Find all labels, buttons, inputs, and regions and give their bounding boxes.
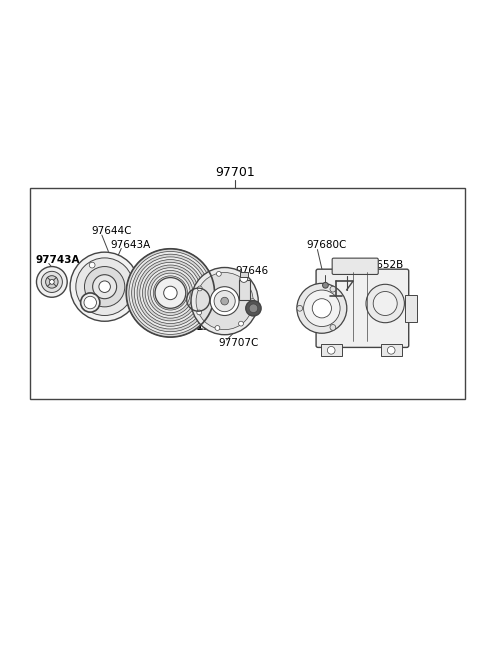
Circle shape bbox=[214, 291, 235, 312]
Circle shape bbox=[250, 300, 255, 305]
Circle shape bbox=[148, 271, 193, 316]
Circle shape bbox=[84, 267, 125, 307]
Circle shape bbox=[143, 265, 198, 321]
Circle shape bbox=[127, 284, 132, 290]
Circle shape bbox=[145, 268, 196, 318]
Text: 97707C: 97707C bbox=[218, 338, 258, 348]
Circle shape bbox=[250, 299, 255, 303]
FancyBboxPatch shape bbox=[316, 269, 408, 347]
Circle shape bbox=[137, 259, 204, 326]
Bar bbox=[405, 295, 418, 322]
Circle shape bbox=[151, 273, 190, 312]
Circle shape bbox=[164, 286, 177, 299]
Circle shape bbox=[297, 305, 302, 311]
Circle shape bbox=[197, 286, 202, 291]
Circle shape bbox=[89, 305, 95, 311]
Circle shape bbox=[41, 271, 62, 293]
Circle shape bbox=[132, 254, 209, 331]
FancyBboxPatch shape bbox=[332, 258, 378, 274]
Circle shape bbox=[216, 271, 221, 276]
Circle shape bbox=[210, 287, 239, 316]
Circle shape bbox=[303, 290, 340, 327]
Circle shape bbox=[323, 282, 328, 288]
Circle shape bbox=[249, 304, 258, 312]
Bar bbox=[240, 272, 248, 276]
Text: 97711D: 97711D bbox=[167, 322, 212, 331]
Circle shape bbox=[129, 252, 212, 335]
Circle shape bbox=[84, 296, 96, 309]
Circle shape bbox=[297, 284, 347, 333]
Bar bbox=[321, 344, 342, 356]
Text: 97644C: 97644C bbox=[91, 227, 132, 236]
Circle shape bbox=[221, 297, 228, 305]
Circle shape bbox=[240, 274, 248, 282]
Circle shape bbox=[215, 326, 220, 330]
Circle shape bbox=[327, 346, 335, 354]
Circle shape bbox=[366, 284, 404, 323]
Text: 97646: 97646 bbox=[235, 266, 268, 276]
Text: 97646C: 97646C bbox=[74, 290, 115, 300]
Circle shape bbox=[191, 267, 258, 335]
Circle shape bbox=[140, 262, 201, 324]
Text: 97643E: 97643E bbox=[149, 255, 189, 265]
Text: 97643A: 97643A bbox=[110, 240, 151, 250]
Bar bbox=[381, 344, 402, 356]
Bar bbox=[239, 280, 250, 299]
Circle shape bbox=[36, 267, 67, 297]
Circle shape bbox=[156, 278, 185, 307]
Circle shape bbox=[76, 258, 133, 316]
Circle shape bbox=[49, 280, 54, 284]
Circle shape bbox=[312, 299, 332, 318]
Circle shape bbox=[89, 262, 95, 268]
Text: 97680C: 97680C bbox=[306, 240, 347, 250]
Circle shape bbox=[155, 278, 186, 309]
Circle shape bbox=[153, 276, 188, 310]
Text: 97701: 97701 bbox=[216, 166, 255, 179]
Circle shape bbox=[239, 321, 243, 326]
Circle shape bbox=[330, 286, 336, 292]
Bar bbox=[30, 188, 465, 398]
Circle shape bbox=[81, 293, 100, 312]
Circle shape bbox=[387, 346, 395, 354]
Circle shape bbox=[196, 272, 253, 329]
Circle shape bbox=[126, 249, 215, 337]
Text: 97743A: 97743A bbox=[36, 255, 81, 265]
Circle shape bbox=[373, 291, 397, 316]
Circle shape bbox=[93, 274, 117, 299]
Circle shape bbox=[70, 252, 139, 321]
Circle shape bbox=[134, 257, 206, 329]
Circle shape bbox=[240, 277, 245, 282]
Circle shape bbox=[330, 324, 336, 330]
Circle shape bbox=[197, 310, 202, 315]
Circle shape bbox=[246, 301, 261, 316]
Text: 97652B: 97652B bbox=[364, 260, 404, 270]
Circle shape bbox=[99, 281, 110, 293]
Circle shape bbox=[46, 276, 58, 288]
